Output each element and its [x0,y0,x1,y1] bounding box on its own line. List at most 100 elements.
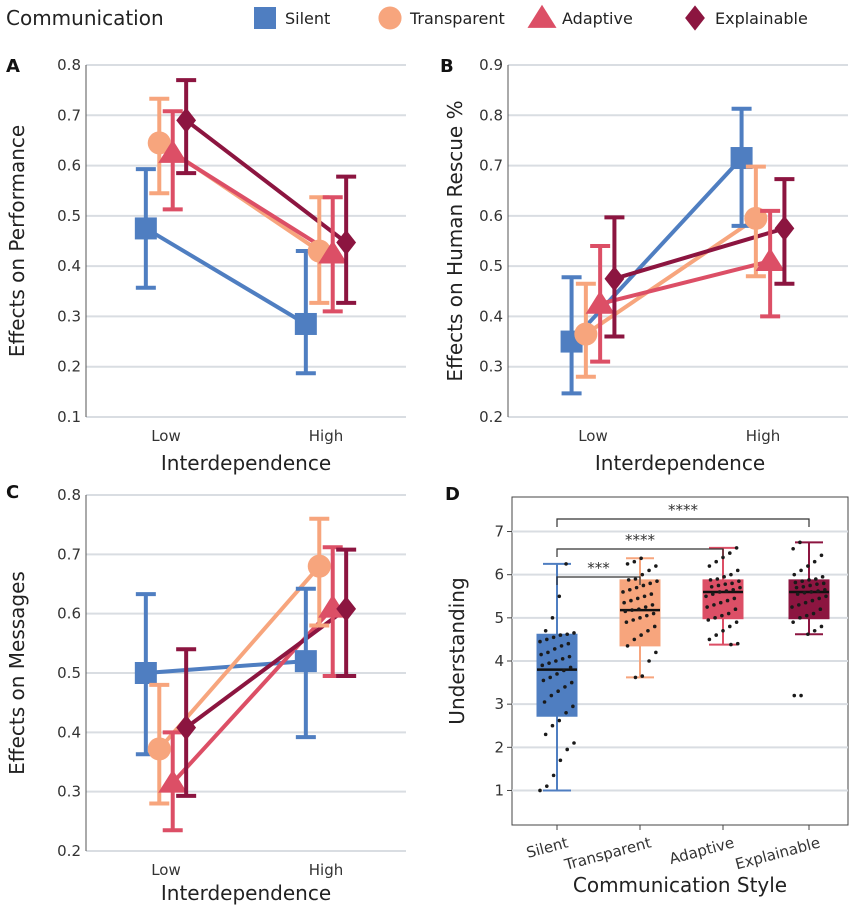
data-point-explainable [176,714,197,741]
y-tick-label: 0.5 [479,257,503,275]
data-point-explainable [819,624,824,629]
series-line-adaptive [171,151,334,256]
data-point-silent [550,723,555,728]
y-tick-label: 0.9 [479,56,503,74]
y-tick-label: 0.4 [57,723,81,741]
data-point-adaptive [712,603,716,607]
y-axis-title: Effects on Messages [5,571,29,775]
data-point-explainable [798,616,802,620]
y-tick-label: 0.3 [57,307,81,325]
data-point-adaptive [708,578,713,582]
x-tick-label: High [309,427,343,445]
data-point-explainable [604,266,625,292]
data-point-transparent [625,644,630,648]
data-point-adaptive [735,641,740,646]
data-point-adaptive [729,642,733,647]
data-point-silent [572,741,576,745]
data-point-explainable [336,229,357,256]
x-tick-label: Transparent [562,833,654,874]
y-tick-label: 5 [494,609,504,627]
data-point-adaptive [714,559,718,564]
legend-label-explainable: Explainable [715,9,808,28]
data-point-silent [568,665,573,670]
data-point-transparent [625,562,630,566]
panel-d: D 1 2 3 4 5 6 7 Understanding Communication Style… [445,484,849,897]
x-tick-label: Low [151,861,181,879]
data-point-transparent [639,633,643,637]
y-tick-label: 0.4 [57,257,81,275]
data-point-transparent [654,650,658,655]
data-point-silent [540,663,545,668]
data-point-explainable [793,580,798,585]
data-point-adaptive [158,139,188,163]
data-point-explainable [790,605,794,609]
y-tick-label: 0.6 [57,157,81,175]
data-point-adaptive [709,584,714,589]
data-point-silent [564,710,568,715]
data-point-adaptive [707,564,712,568]
data-point-adaptive [716,583,721,588]
bracket-line [556,576,641,585]
data-point-explainable [799,693,803,698]
bracket-line [556,518,810,527]
data-point-adaptive [735,568,740,573]
data-point-adaptive [722,575,726,579]
data-point-transparent [626,578,631,582]
panel-label-d: D [445,484,460,505]
error-bar-silent [295,249,316,376]
data-point-transparent [629,598,633,603]
data-point-adaptive [732,596,737,601]
legend-marker-adaptive [527,4,557,28]
data-point-transparent [622,600,626,605]
data-point-explainable [806,632,810,637]
data-point-transparent [633,675,638,680]
data-point-transparent [147,737,171,761]
data-point-silent [572,631,576,635]
data-point-adaptive [737,579,741,583]
data-point-explainable [800,579,804,583]
data-point-transparent [628,587,632,592]
series-line-silent [145,659,306,675]
data-point-explainable [792,572,797,577]
y-tick-label: 0.8 [57,56,81,74]
data-point-transparent [147,131,171,155]
data-point-explainable [774,215,795,242]
x-tick-label: High [309,861,343,879]
data-point-adaptive [714,633,718,637]
data-point-silent [571,704,575,709]
panel-c: C 0.2 0.3 0.4 0.5 0.6 0.7 0.8 Low High Interdepend… [5,482,406,905]
data-point-adaptive [726,611,731,616]
data-point-explainable [802,591,807,595]
data-point-explainable [176,107,197,133]
data-point-explainable [812,559,817,564]
box-body [702,579,744,620]
x-tick-label: High [746,427,780,445]
data-point-silent [566,641,571,646]
y-tick-label: 2 [494,738,504,756]
data-point-silent [551,635,556,640]
data-point-silent [134,662,157,684]
y-tick-label: 0.3 [479,358,503,376]
y-tick-label: 0.2 [57,842,81,860]
legend: Communication Silent Transparent Adaptive Ex… [6,4,808,31]
data-point-adaptive [728,551,732,555]
data-point-explainable [801,584,806,589]
y-tick-label: 0.5 [57,207,81,225]
y-tick-label: 0.5 [57,664,81,682]
data-point-silent [558,758,563,763]
data-point-silent [545,637,549,642]
data-point-transparent [574,322,598,346]
legend-label-adaptive: Adaptive [562,9,633,28]
legend-marker-explainable [685,5,705,31]
data-point-explainable [819,553,824,558]
significance-bracket: **** [556,501,810,527]
data-point-adaptive [318,240,348,264]
data-point-silent [563,685,567,689]
data-point-transparent [631,618,635,622]
data-point-silent [550,616,555,620]
data-point-adaptive [721,555,725,560]
data-point-explainable [810,598,815,603]
data-point-silent [548,675,552,680]
data-point-adaptive [738,585,742,590]
